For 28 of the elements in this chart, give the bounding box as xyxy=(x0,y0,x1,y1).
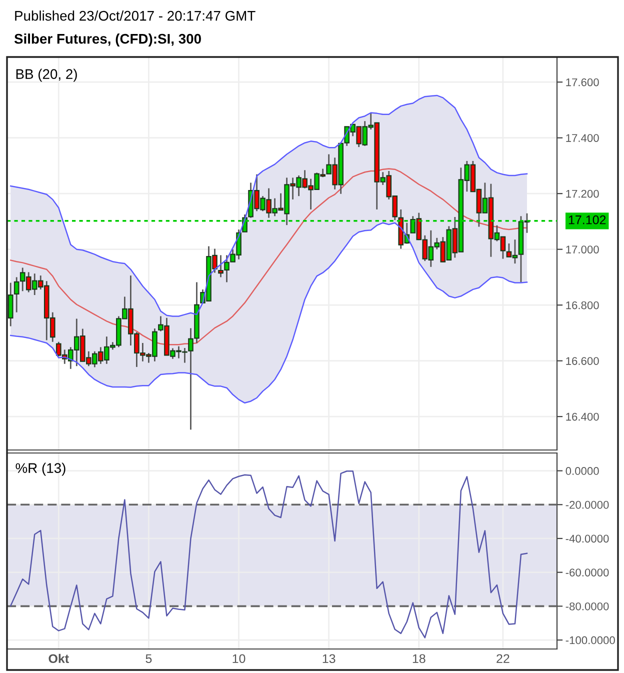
y-tick-label: 17.000 xyxy=(566,246,599,254)
line-series xyxy=(10,94,528,317)
y-tick-label: -60.0000 xyxy=(566,568,609,576)
y-tick-label: 17.200 xyxy=(566,190,599,198)
y-tick-label: 17.600 xyxy=(566,78,599,86)
text: %R (13) xyxy=(16,462,66,476)
candlestick xyxy=(14,276,20,314)
x-tick-label: 10 xyxy=(232,654,246,664)
y-tick-label: 0.0000 xyxy=(566,467,599,475)
y-tick-label: 17.400 xyxy=(566,134,599,142)
x-tick-label: Okt xyxy=(48,654,69,664)
y-tick-label: -20.0000 xyxy=(566,500,609,509)
y-tick-label: -40.0000 xyxy=(566,534,609,543)
x-tick-label: 5 xyxy=(146,654,152,664)
chart-title: Published 23/Oct/2017 - 20:17:47 GMT xyxy=(15,10,256,21)
y-tick-label: -100.0000 xyxy=(566,636,615,644)
candlestick xyxy=(8,282,14,327)
y-tick-label: 16.600 xyxy=(566,357,599,365)
y-tick-label: 16.800 xyxy=(566,301,599,310)
y-tick-label: -80.0000 xyxy=(566,602,609,610)
x-tick-label: 18 xyxy=(412,654,426,664)
annotation: BB (20, 2) xyxy=(16,68,77,82)
y-tick-label: 16.400 xyxy=(566,412,599,421)
ref-line-label: 17.102 xyxy=(568,215,606,224)
chart-subtitle: Silber Futures, (CFD):SI, 300 xyxy=(14,34,201,46)
line-series xyxy=(10,222,528,404)
x-tick-label: 22 xyxy=(496,654,510,663)
x-tick-label: 13 xyxy=(322,654,336,664)
